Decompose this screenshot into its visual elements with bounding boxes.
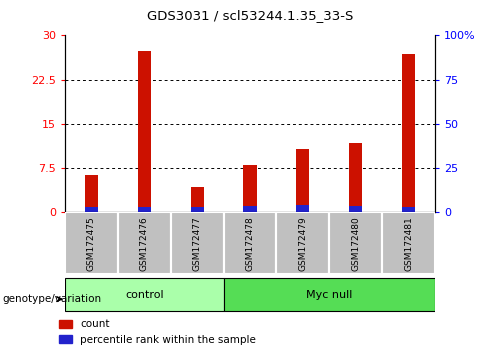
Bar: [85, 175, 98, 212]
FancyBboxPatch shape: [276, 212, 330, 274]
Bar: [138, 51, 151, 212]
Bar: [244, 165, 256, 212]
Bar: [402, 206, 415, 212]
Text: GSM172477: GSM172477: [192, 216, 202, 271]
FancyBboxPatch shape: [118, 212, 171, 274]
Bar: [190, 207, 204, 212]
Bar: [349, 143, 362, 212]
Text: Myc null: Myc null: [306, 290, 352, 300]
FancyBboxPatch shape: [224, 212, 276, 274]
Bar: [85, 207, 98, 212]
FancyBboxPatch shape: [65, 212, 118, 274]
Bar: [190, 187, 204, 212]
FancyBboxPatch shape: [224, 278, 435, 312]
Bar: [349, 206, 362, 212]
FancyBboxPatch shape: [330, 212, 382, 274]
Text: genotype/variation: genotype/variation: [2, 294, 102, 304]
Text: GSM172481: GSM172481: [404, 216, 413, 271]
Bar: [296, 205, 310, 212]
Bar: [244, 206, 256, 212]
Text: control: control: [125, 290, 164, 300]
Text: GSM172478: GSM172478: [246, 216, 254, 271]
FancyBboxPatch shape: [65, 278, 224, 312]
Bar: [296, 149, 310, 212]
Legend: count, percentile rank within the sample: count, percentile rank within the sample: [55, 315, 260, 349]
FancyBboxPatch shape: [170, 212, 224, 274]
Bar: [138, 206, 151, 212]
Text: GSM172476: GSM172476: [140, 216, 149, 271]
Text: GDS3031 / scl53244.1.35_33-S: GDS3031 / scl53244.1.35_33-S: [147, 9, 353, 22]
Text: GSM172475: GSM172475: [87, 216, 96, 271]
Bar: [402, 54, 415, 212]
FancyBboxPatch shape: [382, 212, 435, 274]
Text: GSM172479: GSM172479: [298, 216, 308, 271]
Text: GSM172480: GSM172480: [351, 216, 360, 271]
